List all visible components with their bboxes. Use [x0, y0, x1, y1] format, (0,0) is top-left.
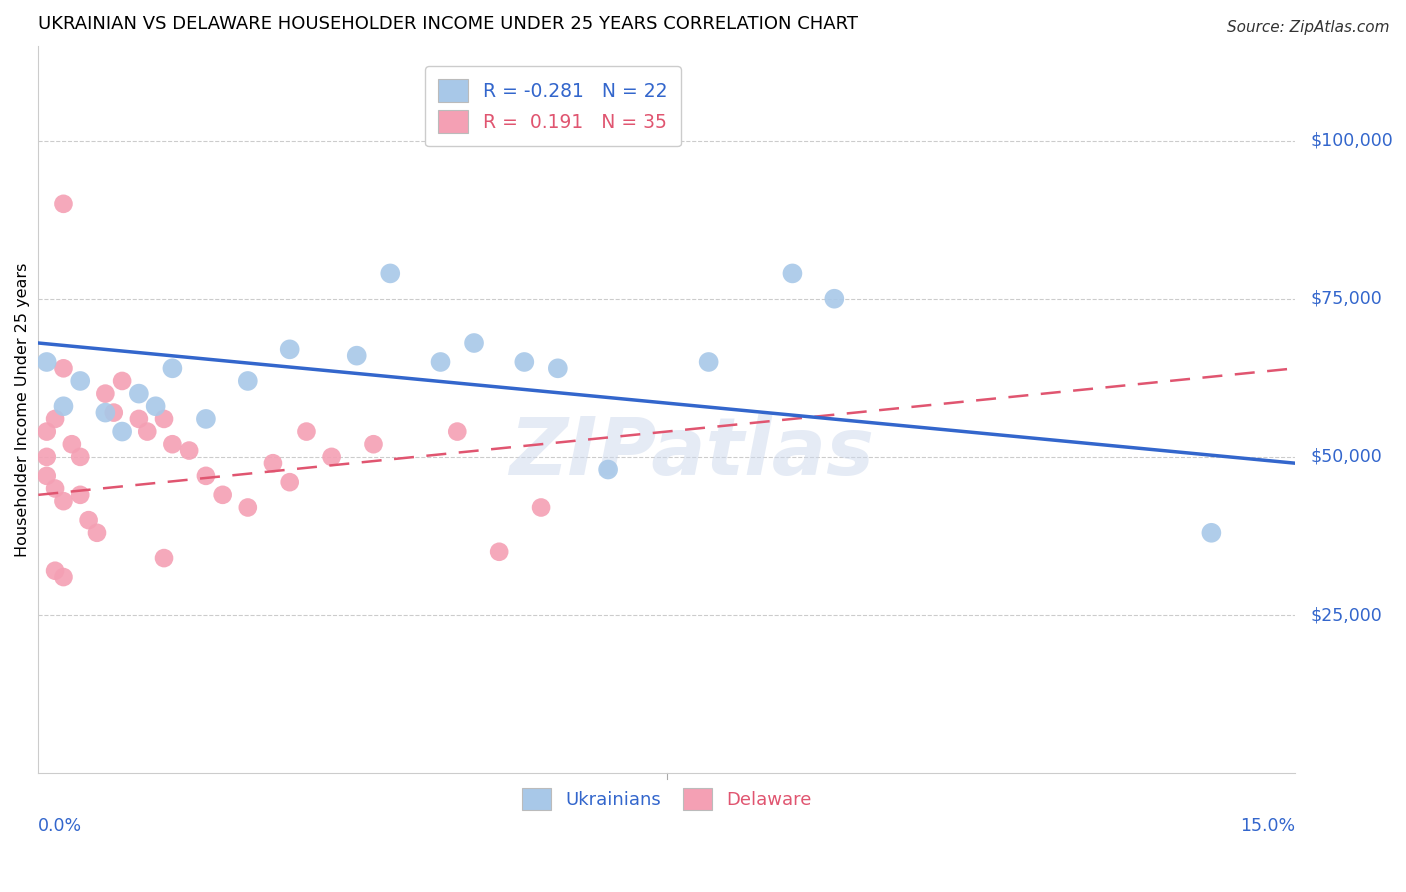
Point — [488, 545, 510, 559]
Point — [145, 399, 167, 413]
Point — [513, 355, 536, 369]
Point — [69, 450, 91, 464]
Point — [103, 406, 125, 420]
Point — [782, 267, 804, 281]
Point — [69, 488, 91, 502]
Legend: Ukrainians, Delaware: Ukrainians, Delaware — [513, 779, 821, 819]
Point — [823, 292, 845, 306]
Point — [446, 425, 468, 439]
Point — [211, 488, 233, 502]
Point — [153, 412, 176, 426]
Point — [52, 197, 75, 211]
Point — [236, 374, 259, 388]
Y-axis label: Householder Income Under 25 years: Householder Income Under 25 years — [15, 262, 30, 557]
Point — [380, 267, 402, 281]
Point — [463, 336, 485, 351]
Point — [547, 361, 569, 376]
Point — [530, 500, 553, 515]
Point — [69, 374, 91, 388]
Point — [94, 386, 117, 401]
Text: $50,000: $50,000 — [1310, 448, 1382, 466]
Point — [236, 500, 259, 515]
Point — [278, 343, 301, 357]
Text: 15.0%: 15.0% — [1240, 817, 1295, 835]
Point — [52, 494, 75, 508]
Text: ZIPatlas: ZIPatlas — [509, 414, 875, 492]
Point — [321, 450, 343, 464]
Point — [1201, 525, 1223, 540]
Point — [153, 551, 176, 566]
Point — [697, 355, 720, 369]
Text: $25,000: $25,000 — [1310, 606, 1382, 624]
Point — [162, 361, 184, 376]
Point — [429, 355, 451, 369]
Point — [44, 564, 66, 578]
Point — [35, 468, 58, 483]
Point — [60, 437, 83, 451]
Point — [35, 450, 58, 464]
Point — [262, 456, 284, 470]
Point — [128, 412, 150, 426]
Point — [598, 462, 620, 476]
Point — [278, 475, 301, 490]
Text: UKRAINIAN VS DELAWARE HOUSEHOLDER INCOME UNDER 25 YEARS CORRELATION CHART: UKRAINIAN VS DELAWARE HOUSEHOLDER INCOME… — [38, 15, 858, 33]
Point — [44, 412, 66, 426]
Point — [136, 425, 159, 439]
Point — [35, 355, 58, 369]
Text: 0.0%: 0.0% — [38, 817, 83, 835]
Point — [295, 425, 318, 439]
Point — [363, 437, 385, 451]
Point — [44, 482, 66, 496]
Point — [179, 443, 201, 458]
Point — [35, 425, 58, 439]
Point — [77, 513, 100, 527]
Text: $100,000: $100,000 — [1310, 131, 1393, 150]
Point — [111, 425, 134, 439]
Point — [52, 361, 75, 376]
Point — [52, 399, 75, 413]
Point — [86, 525, 108, 540]
Point — [194, 468, 217, 483]
Text: $75,000: $75,000 — [1310, 290, 1382, 308]
Point — [94, 406, 117, 420]
Point — [128, 386, 150, 401]
Point — [52, 570, 75, 584]
Point — [162, 437, 184, 451]
Text: Source: ZipAtlas.com: Source: ZipAtlas.com — [1226, 20, 1389, 35]
Point — [194, 412, 217, 426]
Point — [111, 374, 134, 388]
Point — [346, 349, 368, 363]
